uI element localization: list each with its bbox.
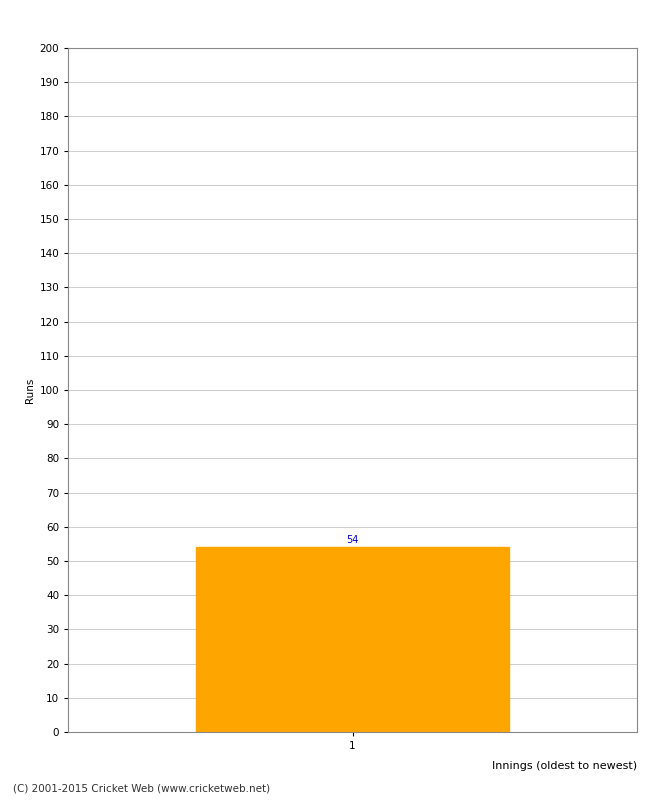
Text: (C) 2001-2015 Cricket Web (www.cricketweb.net): (C) 2001-2015 Cricket Web (www.cricketwe… [13,784,270,794]
Y-axis label: Runs: Runs [25,378,35,402]
Text: Innings (oldest to newest): Innings (oldest to newest) [492,761,637,770]
Bar [196,547,509,732]
Text: 54: 54 [346,534,359,545]
